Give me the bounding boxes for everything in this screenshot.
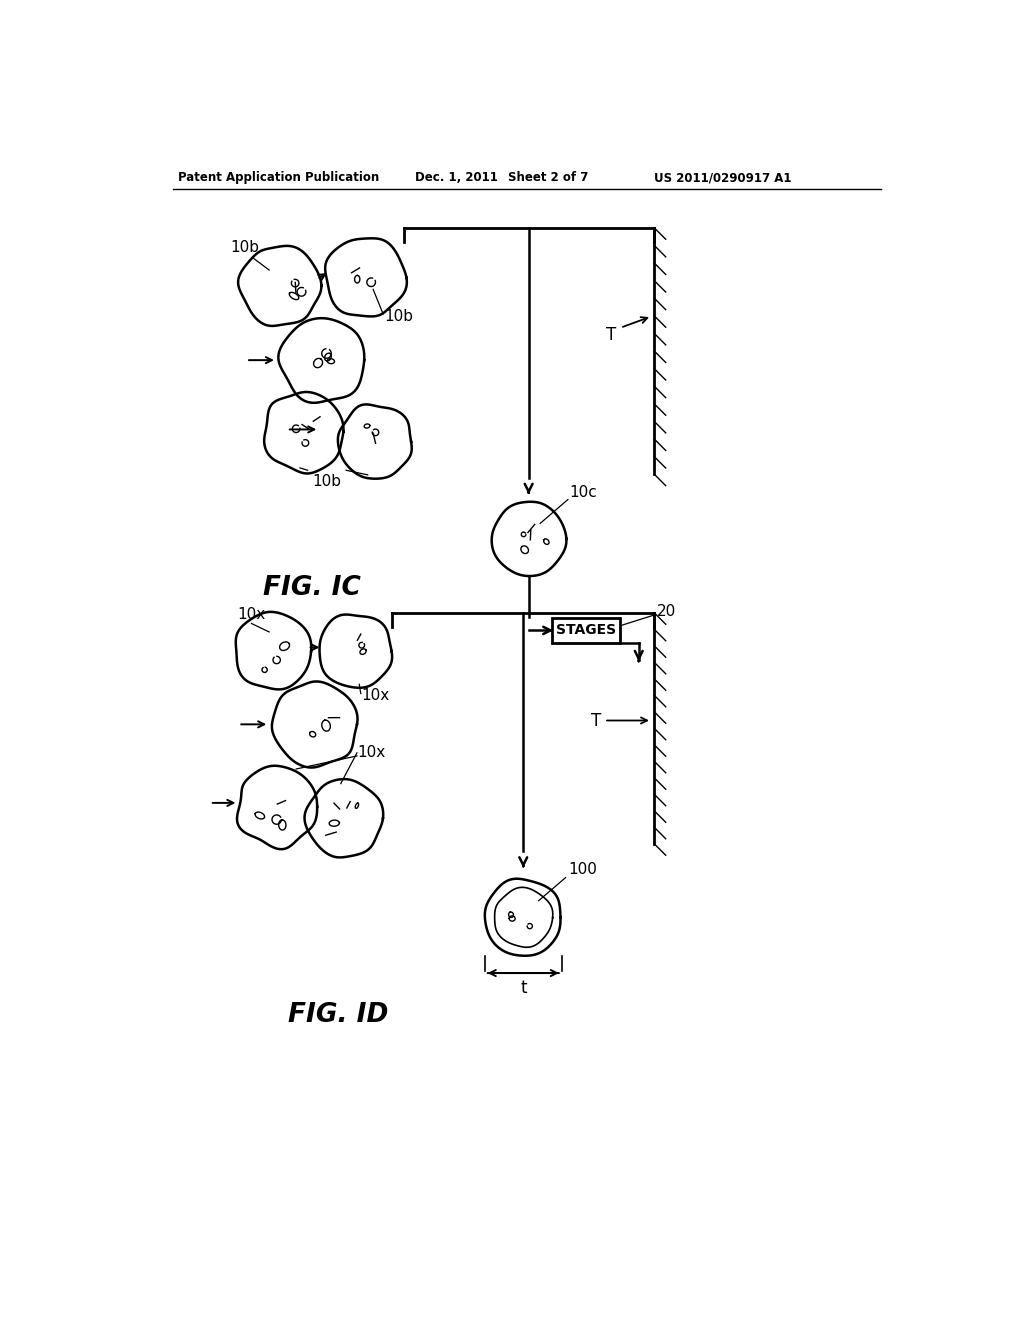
Bar <box>552 618 620 643</box>
Text: 10x: 10x <box>357 746 386 760</box>
Text: 10b: 10b <box>312 474 341 490</box>
Polygon shape <box>236 612 311 689</box>
Text: 20: 20 <box>656 605 676 619</box>
Text: Patent Application Publication: Patent Application Publication <box>178 172 380 185</box>
Polygon shape <box>279 318 365 403</box>
Text: STAGES: STAGES <box>556 623 615 638</box>
Polygon shape <box>239 246 322 326</box>
Text: Sheet 2 of 7: Sheet 2 of 7 <box>508 172 588 185</box>
Polygon shape <box>495 887 553 948</box>
Text: 100: 100 <box>568 862 597 876</box>
Polygon shape <box>492 502 566 576</box>
Text: Dec. 1, 2011: Dec. 1, 2011 <box>416 172 499 185</box>
Polygon shape <box>264 392 343 474</box>
Text: 10c: 10c <box>569 484 597 499</box>
Text: FIG. IC: FIG. IC <box>262 576 360 601</box>
Text: T: T <box>591 711 601 730</box>
Text: 10b: 10b <box>230 240 260 255</box>
Polygon shape <box>272 681 357 767</box>
Text: t: t <box>520 979 526 997</box>
Text: US 2011/0290917 A1: US 2011/0290917 A1 <box>654 172 792 185</box>
Polygon shape <box>338 404 412 479</box>
Text: 10x: 10x <box>237 607 265 622</box>
Polygon shape <box>484 879 560 956</box>
Polygon shape <box>237 766 317 849</box>
Polygon shape <box>304 779 383 858</box>
Text: T: T <box>606 326 616 345</box>
Polygon shape <box>326 239 407 317</box>
Text: FIG. ID: FIG. ID <box>289 1002 389 1028</box>
Text: 10b: 10b <box>385 309 414 323</box>
Text: 10x: 10x <box>361 688 390 704</box>
Polygon shape <box>319 615 392 688</box>
